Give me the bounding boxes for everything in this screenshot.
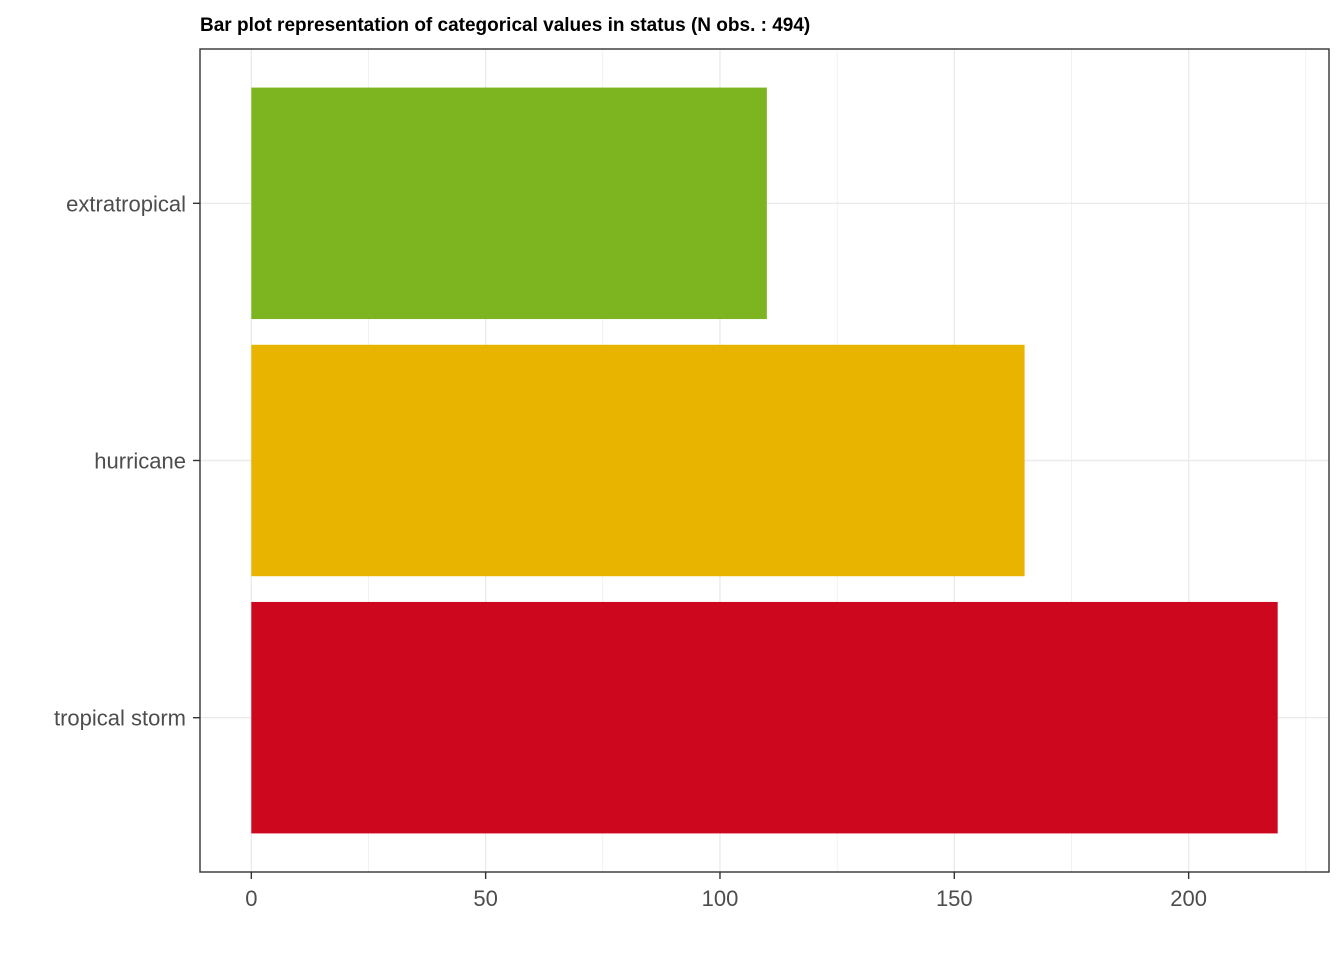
bar-hurricane (251, 344, 1025, 577)
x-tick-label: 0 (245, 886, 257, 911)
y-axis: extratropical hurricane tropical storm (54, 191, 200, 731)
y-tick-label: extratropical (66, 191, 186, 216)
x-tick-label: 150 (936, 886, 973, 911)
chart-title: Bar plot representation of categorical v… (200, 15, 810, 36)
y-tick-label: tropical storm (54, 706, 186, 731)
bars (251, 87, 1278, 834)
x-tick-label: 100 (702, 886, 739, 911)
x-tick-label: 50 (473, 886, 497, 911)
x-axis: 0 50 100 150 200 (245, 872, 1207, 911)
x-tick-label: 200 (1170, 886, 1207, 911)
bar-tropical-storm (251, 601, 1278, 834)
y-tick-label: hurricane (94, 449, 186, 474)
bar-extratropical (251, 87, 767, 320)
